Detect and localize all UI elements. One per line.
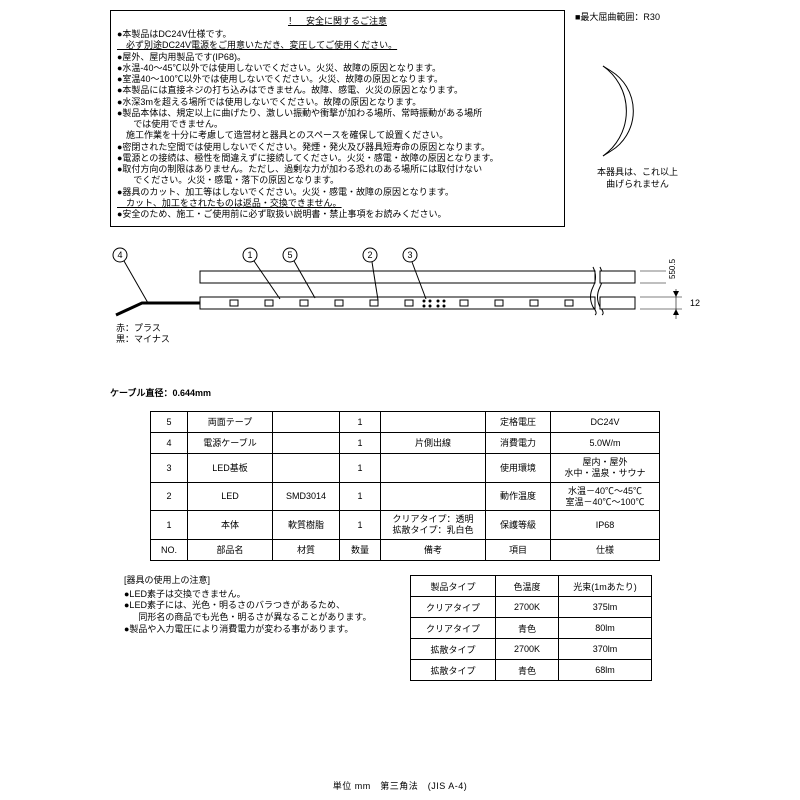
bend-spec: ■最大屈曲範囲：R30 本器具は、これ以上曲げられません <box>575 10 700 227</box>
svg-text:12: 12 <box>690 298 700 308</box>
caution-line: 必ず別途DC24V電源をご用意いただき、変圧してご使用ください。 <box>117 40 558 51</box>
bend-arc-icon <box>583 51 693 161</box>
caution-line: ●取付方向の制限はありません。ただし、過剰な力が加わる恐れのある場所には取付けな… <box>117 164 558 175</box>
table-row: 拡散タイプ青色68lm <box>411 660 652 681</box>
svg-text:2: 2 <box>367 250 372 260</box>
table-row: クリアタイプ青色80lm <box>411 618 652 639</box>
caution-line: カット、加工をされたものは返品・交換できません。 <box>117 198 558 209</box>
svg-text:3: 3 <box>407 250 412 260</box>
usage-line: ●製品や入力電圧により消費電力が変わる事があります。 <box>124 624 374 636</box>
usage-notes: [器具の使用上の注意] ●LED素子は交換できません。●LED素子には、光色・明… <box>110 575 374 635</box>
caution-line: でください。火災・感電・落下の原因となります。 <box>117 175 558 186</box>
parts-spec-table: 5両面テープ1定格電圧DC24V4電源ケーブル1片側出線消費電力5.0W/m3L… <box>150 411 660 561</box>
safety-title: ！ 安全に関するご注意 <box>117 14 558 27</box>
caution-line: ●室温40～100℃以外では使用しないでください。火災、故障の原因となります。 <box>117 74 558 85</box>
table-row: クリアタイプ2700K375lm <box>411 597 652 618</box>
table-row: 2LEDSMD30141動作温度水温－40℃～45℃室温－40℃～100℃ <box>151 482 660 511</box>
drawing-footer: 単位 mm 第三角法 (JIS A-4) <box>0 779 800 792</box>
usage-line: 同形名の商品でも光色・明るさが異なることがあります。 <box>124 612 374 624</box>
luminous-flux-table: 製品タイプ色温度光束(1mあたり)クリアタイプ2700K375lmクリアタイプ青… <box>410 575 652 681</box>
caution-line: ●屋外、屋内用製品です(IP68)。 <box>117 52 558 63</box>
caution-line: では使用できません。 <box>117 119 558 130</box>
table-row: 製品タイプ色温度光束(1mあたり) <box>411 576 652 597</box>
svg-text:1: 1 <box>247 250 252 260</box>
caution-line: ●水温-40～45℃以外では使用しないでください。火災、故障の原因となります。 <box>117 63 558 74</box>
caution-line: 施工作業を十分に考慮して造営材と器具とのスペースを確保して設置ください。 <box>117 130 558 141</box>
caution-line: ●本製品はDC24V仕様です。 <box>117 29 558 40</box>
table-row: 拡散タイプ2700K370lm <box>411 639 652 660</box>
bend-label: ■最大屈曲範囲：R30 <box>575 10 700 23</box>
usage-line: ●LED素子には、光色・明るさのバラつきがあるため、 <box>124 600 374 612</box>
caution-line: ●本製品には直接ネジの打ち込みはできません。故障、感電、火災の原因となります。 <box>117 85 558 96</box>
table-row: 1本体軟質樹脂1クリアタイプ：透明拡散タイプ：乳白色保護等級IP68 <box>151 511 660 540</box>
svg-text:5: 5 <box>287 250 292 260</box>
table-row: 4電源ケーブル1片側出線消費電力5.0W/m <box>151 433 660 454</box>
caution-line: ●電源との接続は、極性を間違えずに接続してください。火災・感電・故障の原因となり… <box>117 153 558 164</box>
caution-line: ●密閉された空間では使用しないでください。発煙・発火及び器具短寿命の原因となりま… <box>117 142 558 153</box>
bend-note: 本器具は、これ以上曲げられません <box>575 167 700 190</box>
safety-caution-box: ！ 安全に関するご注意 ●本製品はDC24V仕様です。 必ず別途DC24V電源を… <box>110 10 565 227</box>
caution-line: ●器具のカット、加工等はしないでください。火災・感電・故障の原因となります。 <box>117 187 558 198</box>
usage-line: ●LED素子は交換できません。 <box>124 589 374 601</box>
cable-diameter: ケーブル直径：0.644mm <box>110 386 700 399</box>
table-row: 5両面テープ1定格電圧DC24V <box>151 412 660 433</box>
svg-text:550.5: 550.5 <box>668 259 677 280</box>
product-diagram: 4 <box>110 241 700 356</box>
caution-line: ●水深3mを超える場所では使用しないでください。故障の原因となります。 <box>117 97 558 108</box>
svg-text:4: 4 <box>117 250 122 260</box>
polarity-labels: 赤：プラス 黒：マイナス <box>116 323 170 345</box>
table-row: 3LED基板1使用環境屋内・屋外水中・温泉・サウナ <box>151 454 660 483</box>
table-row: NO.部品名材質数量備考項目仕様 <box>151 540 660 561</box>
caution-line: ●安全のため、施工・ご使用前に必ず取扱い説明書・禁止事項をお読みください。 <box>117 209 558 220</box>
caution-line: ●製品本体は、規定以上に曲げたり、激しい振動や衝撃が加わる場所、常時振動がある場… <box>117 108 558 119</box>
usage-title: [器具の使用上の注意] <box>124 575 374 587</box>
